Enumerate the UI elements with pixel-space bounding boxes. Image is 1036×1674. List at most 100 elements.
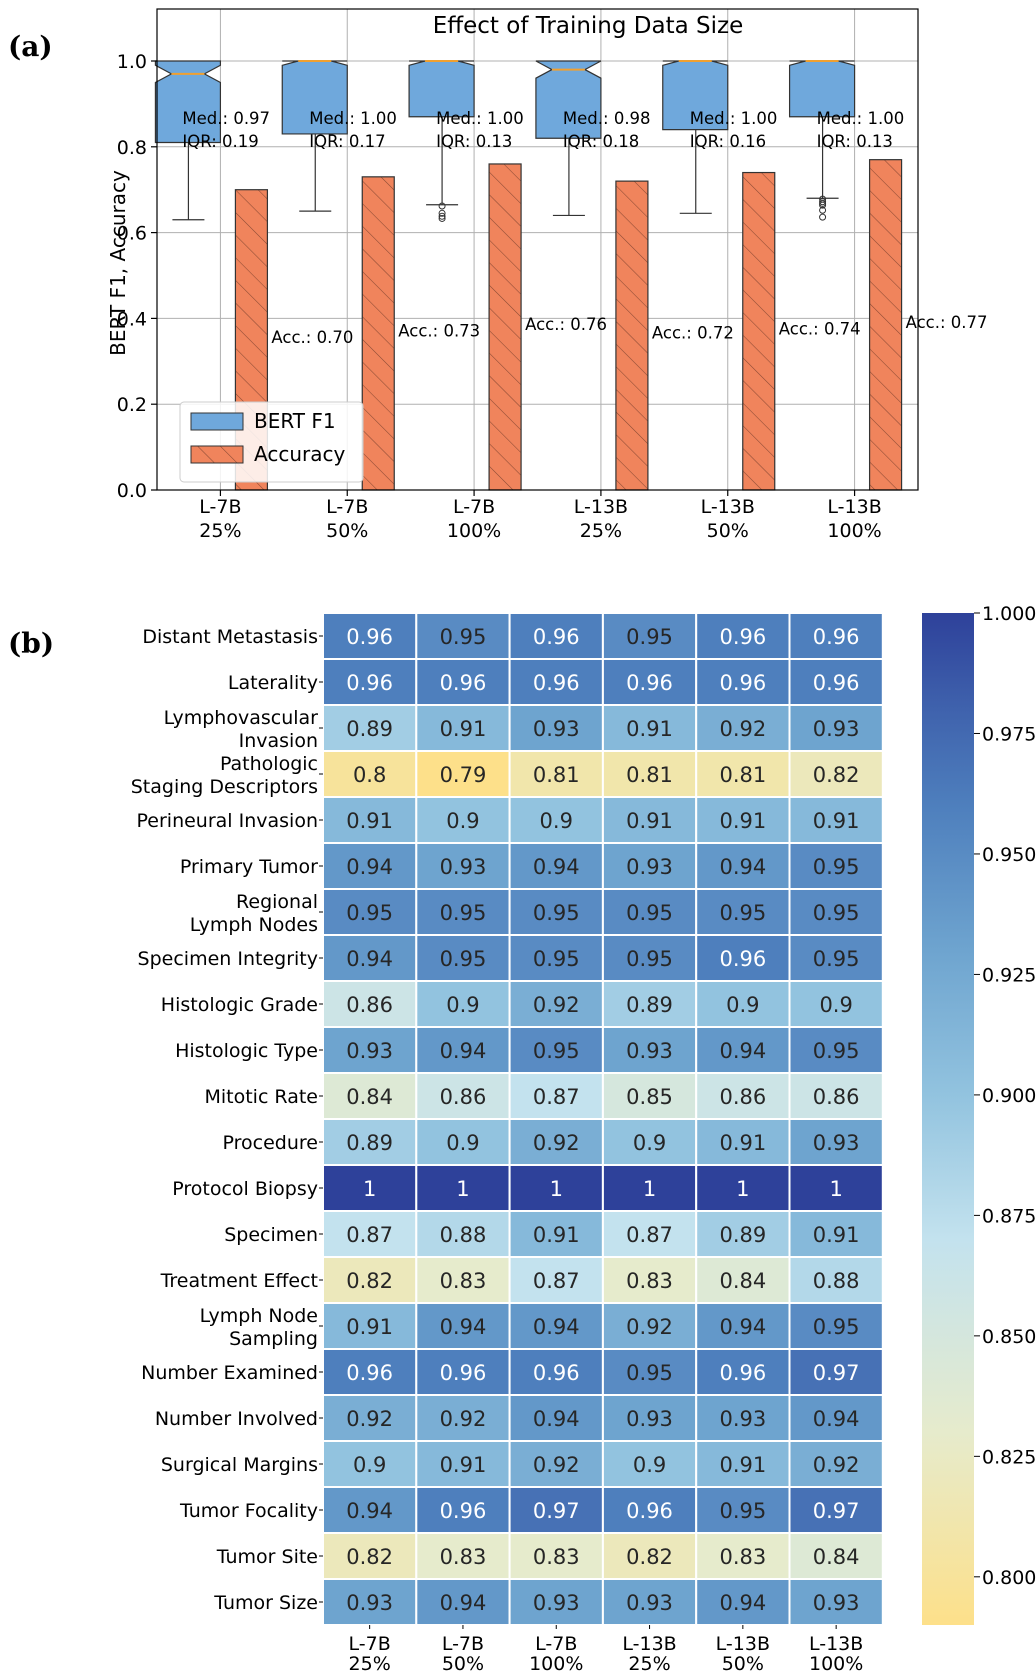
heatmap-cell-value: 0.95 <box>813 1039 860 1063</box>
y-tick-label: 1.0 <box>117 51 147 73</box>
heatmap-cell <box>788 658 884 706</box>
heatmap-row-label-line: Specimen <box>224 1224 318 1246</box>
bert-f1-box <box>662 60 729 214</box>
heatmap-cell <box>601 1256 698 1304</box>
heatmap-cell <box>601 1486 698 1534</box>
heatmap-column-label: L-13B 50% <box>716 1633 770 1674</box>
heatmap-row-label: Tumor Size <box>213 1592 318 1614</box>
heatmap-cell-value: 0.92 <box>719 717 766 741</box>
heatmap-cell-value: 0.86 <box>440 1085 487 1109</box>
heatmap-cell <box>508 1578 604 1626</box>
heatmap-cell-value: 0.95 <box>719 1499 766 1523</box>
box-body <box>788 60 856 118</box>
heatmap-row-label-line: Sampling <box>229 1328 318 1350</box>
heatmap-cell-value: 0.82 <box>346 1269 393 1293</box>
heatmap-row-label-line: Protocol Biopsy <box>172 1178 318 1200</box>
heatmap-row-label-line: Lymph Node <box>200 1305 318 1327</box>
x-tick-label-line: L-13B <box>701 496 755 518</box>
box-annotation-line: IQR: 0.17 <box>309 132 385 151</box>
heatmap-row-label-line: Tumor Size <box>213 1592 318 1614</box>
heatmap-cell-value: 0.91 <box>813 1223 860 1247</box>
heatmap-cell <box>508 934 604 982</box>
colorbar-tick-label: 0.975 <box>982 723 1036 745</box>
box-annotation-line: IQR: 0.13 <box>817 132 893 151</box>
heatmap-cell-value: 0.94 <box>346 947 393 971</box>
heatmap-row-label-line: Pathologic <box>220 753 318 775</box>
heatmap-column-label-line: L-13B <box>622 1633 676 1655</box>
heatmap-cell-value: 0.95 <box>626 947 673 971</box>
heatmap-cell-value: 0.92 <box>346 1407 393 1431</box>
x-tick-label-line: L-7B <box>326 496 368 518</box>
heatmap-cell-value: 0.89 <box>719 1223 766 1247</box>
heatmap-row-label-line: Primary Tumor <box>180 856 318 878</box>
heatmap-cell-value: 1 <box>456 1177 469 1201</box>
heatmap-cell-value: 0.97 <box>813 1499 860 1523</box>
heatmap-cell-value: 0.96 <box>346 1361 393 1385</box>
heatmap-cell-value: 0.93 <box>626 855 673 879</box>
heatmap-cell <box>322 658 418 706</box>
heatmap-cell <box>601 1118 698 1166</box>
heatmap-cell-value: 0.91 <box>440 717 487 741</box>
heatmap-cell-value: 0.95 <box>440 947 487 971</box>
heatmap-cell <box>508 1164 604 1212</box>
heatmap-cell <box>695 1072 791 1120</box>
heatmap-cell <box>322 1578 418 1626</box>
heatmap-cell-value: 0.96 <box>440 1499 487 1523</box>
heatmap-cell-value: 0.96 <box>626 1499 673 1523</box>
heatmap-cell-value: 0.95 <box>440 901 487 925</box>
heatmap-cell <box>601 1164 698 1212</box>
outlier-point <box>438 212 446 220</box>
heatmap-row-label: Surgical Margins <box>161 1454 318 1476</box>
heatmap-row-label-line: Mitotic Rate <box>204 1086 318 1108</box>
heatmap-cell <box>601 1026 698 1074</box>
heatmap-cells: 0.96 0.95 0.96 0.95 0.96 0.96 0.96 0.96 0.96 0.96… <box>322 612 884 1626</box>
heatmap-cell-value: 0.97 <box>533 1499 580 1523</box>
chart-title: Effect of Training Data Size <box>433 13 744 39</box>
heatmap-cell-value: 0.92 <box>533 1453 580 1477</box>
heatmap-cell-value: 0.96 <box>626 671 673 695</box>
heatmap-cell-value: 0.94 <box>440 1039 487 1063</box>
colorbar-bar <box>922 613 974 1625</box>
x-tick-label: L-7B 100% <box>447 496 501 542</box>
box-annotation: Med.: 1.00 IQR: 0.16 <box>690 109 778 151</box>
legend-label: Accuracy <box>254 442 345 466</box>
heatmap-cell-value: 0.86 <box>719 1085 766 1109</box>
x-tick-label: L-13B 25% <box>574 496 628 542</box>
heatmap-cell <box>508 1440 604 1488</box>
heatmap-cell <box>788 1302 884 1350</box>
heatmap-cell-value: 0.9 <box>726 993 759 1017</box>
heatmap-cell <box>415 796 511 844</box>
heatmap-cell-value: 0.87 <box>533 1269 580 1293</box>
heatmap-row-label: Histologic Type <box>175 1040 318 1062</box>
heatmap-cell <box>695 980 791 1028</box>
heatmap-cell-value: 0.92 <box>533 1131 580 1155</box>
heatmap-cell-value: 0.96 <box>533 625 580 649</box>
heatmap-cell-value: 0.95 <box>626 1361 673 1385</box>
heatmap-cell-value: 0.91 <box>626 809 673 833</box>
heatmap-cell-value: 1 <box>643 1177 656 1201</box>
y-tick-label: 0.4 <box>117 308 147 330</box>
heatmap-row-label-line: Number Involved <box>155 1408 318 1430</box>
heatmap-cell <box>788 888 884 936</box>
colorbar-tick-label: 0.900 <box>982 1085 1036 1107</box>
heatmap-row-label-line: Tumor Focality <box>179 1500 318 1522</box>
heatmap-cell-value: 0.96 <box>533 671 580 695</box>
heatmap-cell-value: 0.9 <box>540 809 573 833</box>
heatmap-cell <box>695 704 791 752</box>
box-annotation: Med.: 1.00 IQR: 0.13 <box>436 109 524 151</box>
heatmap-cell-value: 0.9 <box>446 1131 479 1155</box>
heatmap-cell-value: 0.94 <box>719 855 766 879</box>
box-body <box>408 60 475 118</box>
heatmap-row-label-line: Histologic Grade <box>161 994 318 1016</box>
heatmap-cell-value: 0.96 <box>440 1361 487 1385</box>
heatmap-cell-value: 0.85 <box>626 1085 673 1109</box>
heatmap-cell-value: 0.83 <box>533 1545 580 1569</box>
y-tick-label: 0.0 <box>117 480 147 502</box>
heatmap-cell <box>508 612 604 660</box>
accuracy-label: Acc.: 0.77 <box>906 313 988 332</box>
heatmap-cell-value: 0.94 <box>533 1407 580 1431</box>
heatmap-cell-value: 0.94 <box>440 1591 487 1615</box>
heatmap-cell-value: 0.96 <box>719 1361 766 1385</box>
